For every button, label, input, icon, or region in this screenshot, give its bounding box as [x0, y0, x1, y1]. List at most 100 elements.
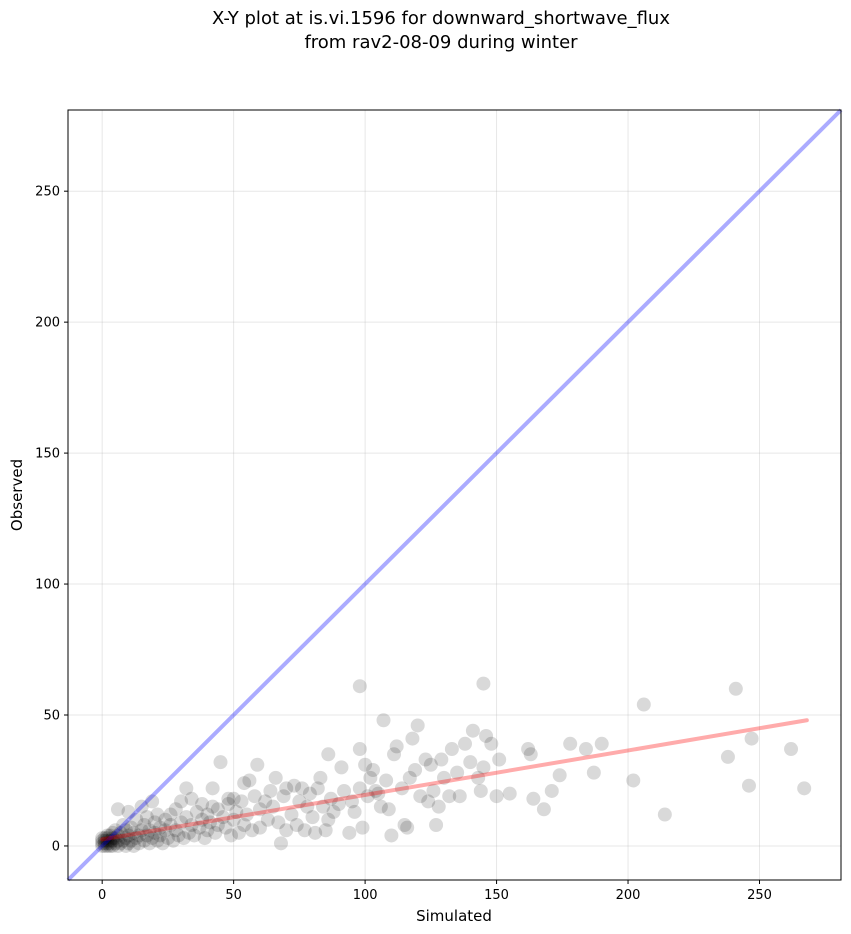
scatter-point — [368, 783, 383, 798]
scatter-point — [200, 807, 215, 822]
scatter-point — [521, 742, 536, 757]
scatter-point — [108, 831, 123, 846]
scatter-point — [473, 783, 488, 798]
scatter-point — [287, 778, 302, 793]
scatter-point — [292, 794, 307, 809]
scatter-point — [423, 757, 438, 772]
scatter-point — [323, 791, 338, 806]
scatter-point — [237, 776, 252, 791]
scatter-point — [110, 802, 125, 817]
scatter-point — [113, 825, 128, 840]
scatter-point — [176, 831, 191, 846]
scatter-point — [452, 789, 467, 804]
scatter-point — [97, 831, 112, 846]
scatter-point — [95, 831, 110, 846]
scatter-point — [402, 770, 417, 785]
scatter-point — [523, 747, 538, 762]
scatter-point — [421, 794, 436, 809]
scatter-point — [389, 739, 404, 754]
y-tick-label: 250 — [35, 185, 60, 200]
scatter-point — [218, 820, 233, 835]
scatter-point — [331, 797, 346, 812]
scatter-point — [410, 718, 425, 733]
reference-lines — [66, 108, 843, 882]
scatter-point — [413, 789, 428, 804]
scatter-point — [95, 838, 110, 853]
scatter-point — [171, 828, 186, 843]
scatter-point — [184, 791, 199, 806]
scatter-point — [108, 836, 123, 851]
scatter-point — [405, 731, 420, 746]
scatter-point — [295, 781, 310, 796]
scatter-point — [342, 825, 357, 840]
scatter-point — [318, 823, 333, 838]
scatter-point — [160, 831, 175, 846]
scatter-point — [352, 679, 367, 694]
scatter-point — [202, 815, 217, 830]
scatter-point — [273, 836, 288, 851]
y-tick-label: 50 — [43, 709, 60, 724]
scatter-point — [418, 752, 433, 767]
scatter-point — [358, 757, 373, 772]
scatter-point — [321, 812, 336, 827]
scatter-point — [110, 833, 125, 848]
scatter-point — [239, 807, 254, 822]
scatter-point — [137, 833, 152, 848]
scatter-point — [450, 765, 465, 780]
scatter-point — [594, 736, 609, 751]
scatter-point — [373, 799, 388, 814]
scatter-point — [100, 838, 115, 853]
scatter-point — [216, 810, 231, 825]
scatter-point — [426, 783, 441, 798]
scatter-point — [728, 681, 743, 696]
scatter-point — [784, 742, 799, 757]
scatter-point — [121, 828, 136, 843]
scatter-point — [150, 833, 165, 848]
scatter-point — [124, 820, 139, 835]
scatter-point — [247, 789, 262, 804]
scatter-point — [408, 763, 423, 777]
x-tick-label: 250 — [747, 888, 772, 903]
scatter-point — [103, 833, 118, 848]
scatter-point — [100, 828, 115, 843]
scatter-point — [139, 810, 154, 825]
scatter-point — [97, 838, 112, 853]
scatter-point — [121, 836, 136, 851]
scatter-point — [179, 781, 194, 796]
scatter-point — [260, 812, 275, 827]
scatter-point — [245, 823, 260, 838]
scatter-point — [134, 799, 149, 814]
scatter-point — [347, 804, 362, 819]
identity-line — [66, 108, 843, 882]
scatter-point — [103, 828, 118, 843]
scatter-point — [302, 786, 317, 801]
scatter-point — [252, 802, 267, 817]
scatter-point — [221, 791, 236, 806]
scatter-point — [536, 802, 551, 817]
y-tick-label: 0 — [52, 839, 60, 854]
scatter-point — [158, 823, 173, 838]
scatter-point — [229, 804, 244, 819]
scatter-point — [110, 838, 125, 853]
chart-title-line-1: X-Y plot at is.vi.1596 for downward_shor… — [212, 8, 670, 29]
scatter-point — [544, 783, 559, 798]
scatter-point — [463, 755, 478, 770]
scatter-point — [744, 731, 759, 746]
grid — [68, 110, 841, 880]
x-tick-label: 50 — [225, 888, 242, 903]
scatter-point — [131, 836, 146, 851]
scatter-point — [200, 823, 215, 838]
scatter-point — [268, 770, 283, 785]
scatter-point — [174, 815, 189, 830]
scatter-point — [158, 812, 173, 827]
scatter-point — [142, 823, 157, 838]
scatter-point — [105, 838, 120, 853]
scatter-point — [134, 823, 149, 838]
chart-title: X-Y plot at is.vi.1596 for downward_shor… — [212, 8, 670, 53]
scatter-point — [195, 812, 210, 827]
regression-line — [100, 718, 809, 842]
scatter-point — [147, 825, 162, 840]
scatter-point — [153, 820, 168, 835]
scatter-points — [95, 676, 812, 853]
scatter-point — [284, 807, 299, 822]
